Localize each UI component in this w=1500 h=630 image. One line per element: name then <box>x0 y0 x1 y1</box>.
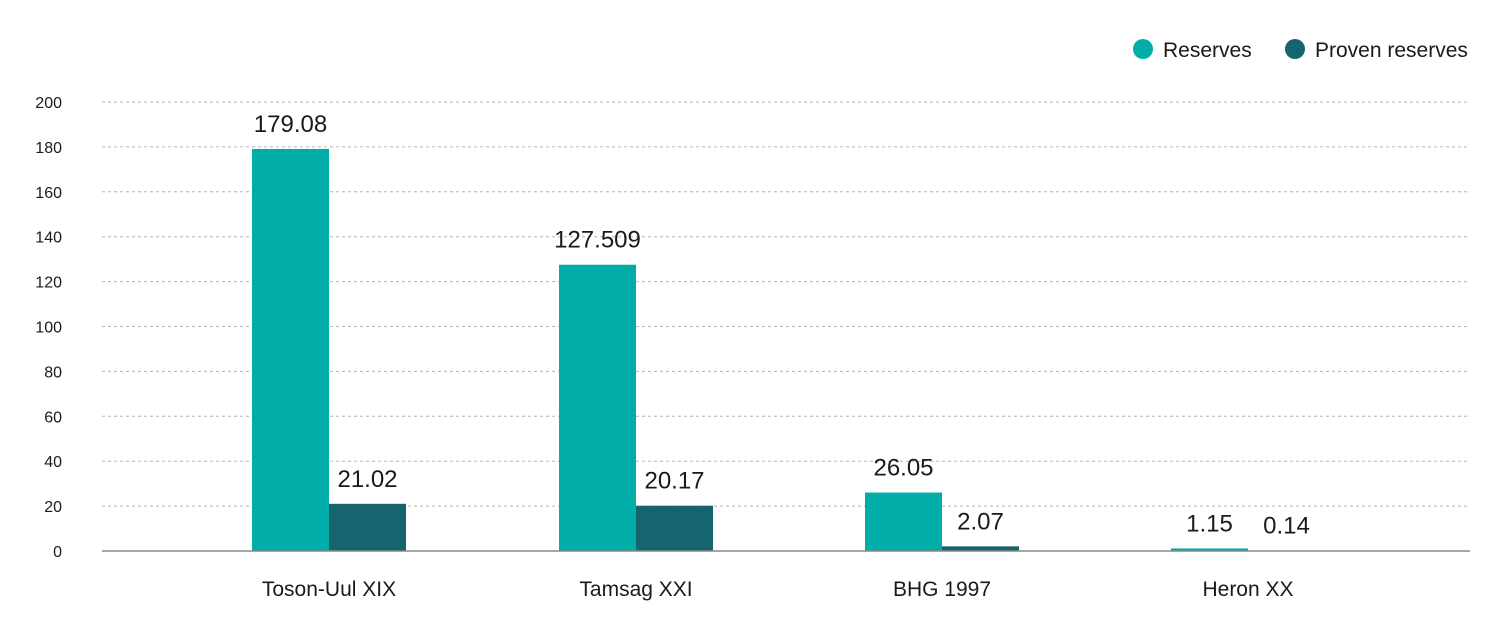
x-tick-label: Tamsag XXI <box>579 578 692 601</box>
data-label: 127.509 <box>554 227 641 254</box>
data-label: 1.15 <box>1186 510 1233 537</box>
y-tick-label: 180 <box>35 140 62 157</box>
bar-proven-reserves <box>329 503 406 551</box>
data-label: 179.08 <box>254 111 327 138</box>
legend-label-reserves: Reserves <box>1163 39 1252 62</box>
legend-swatch-proven-reserves <box>1285 39 1305 59</box>
data-label: 2.07 <box>957 508 1004 535</box>
y-tick-label: 200 <box>35 95 62 112</box>
x-axis-category-labels: Toson-Uul XIX Tamsag XXI BHG 1997 Heron XX <box>262 578 1294 601</box>
bar-reserves <box>1171 548 1248 551</box>
bar-proven-reserves <box>942 546 1019 551</box>
data-label: 26.05 <box>873 455 933 482</box>
legend: Reserves Proven reserves <box>1133 39 1468 62</box>
y-tick-label: 0 <box>53 544 62 561</box>
y-tick-label: 120 <box>35 275 62 292</box>
y-tick-label: 140 <box>35 230 62 247</box>
gridlines <box>102 101 1470 507</box>
data-label: 21.02 <box>337 466 397 493</box>
bar-reserves <box>865 492 942 551</box>
legend-swatch-reserves <box>1133 39 1153 59</box>
y-tick-label: 160 <box>35 185 62 202</box>
y-tick-label: 20 <box>44 499 62 516</box>
y-axis-tick-labels: 0 20 40 60 80 100 120 140 160 180 200 <box>35 95 62 561</box>
bar-reserves <box>252 148 329 551</box>
x-tick-label: BHG 1997 <box>893 578 991 601</box>
y-tick-label: 80 <box>44 364 62 381</box>
y-tick-label: 40 <box>44 454 62 471</box>
x-tick-label: Heron XX <box>1202 578 1293 601</box>
data-label: 0.14 <box>1263 513 1310 540</box>
bar-reserves <box>559 264 636 551</box>
data-labels: 179.08 21.02 127.509 20.17 26.05 2.07 1.15 0.14 <box>254 111 1310 540</box>
y-tick-label: 60 <box>44 409 62 426</box>
bar-proven-reserves <box>636 505 713 551</box>
x-tick-label: Toson-Uul XIX <box>262 578 396 601</box>
y-tick-label: 100 <box>35 320 62 337</box>
legend-label-proven-reserves: Proven reserves <box>1315 39 1468 62</box>
data-label: 20.17 <box>644 468 704 495</box>
bars <box>252 148 1325 552</box>
